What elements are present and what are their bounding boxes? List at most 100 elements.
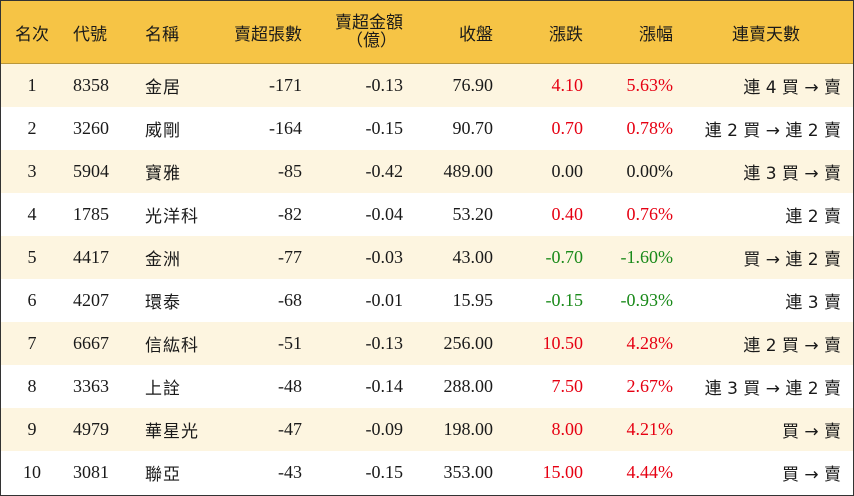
header-pct: 漲幅	[639, 24, 673, 45]
pct-cell: 2.67%	[626, 376, 674, 396]
sell-shares-cell: -43	[278, 462, 302, 482]
rank-cell: 7	[27, 333, 37, 353]
sell-shares-cell: -171	[269, 75, 302, 95]
sell-amount-cell: -0.13	[365, 333, 404, 353]
code-cell: 1785	[73, 204, 109, 224]
sell-shares-cell: -77	[278, 247, 302, 267]
rank-cell: 4	[27, 204, 37, 224]
name-cell: 金洲	[145, 250, 181, 270]
table-row: 6 4207 環泰 -68 -0.01 15.95 -0.15 -0.93% 連 3 賣	[1, 279, 853, 322]
close-cell: 43.00	[452, 247, 494, 267]
pct-cell: 4.21%	[626, 419, 674, 439]
pct-cell: -0.93%	[620, 290, 674, 310]
pct-cell: 0.00%	[626, 161, 674, 181]
days-cell: 連 3 買 → 賣	[743, 164, 841, 184]
sell-amount-cell: -0.13	[365, 75, 404, 95]
code-cell: 3363	[73, 376, 109, 396]
code-cell: 3081	[73, 462, 109, 482]
change-cell: 15.00	[542, 462, 584, 482]
name-cell: 環泰	[145, 293, 181, 313]
name-cell: 威剛	[145, 121, 181, 141]
change-cell: 4.10	[551, 75, 584, 95]
table-row: 4 1785 光洋科 -82 -0.04 53.20 0.40 0.76% 連 2 賣	[1, 193, 853, 236]
code-cell: 4979	[73, 419, 109, 439]
table-row: 8 3363 上詮 -48 -0.14 288.00 7.50 2.67% 連 3 買 → 連 …	[1, 365, 853, 408]
pct-cell: -1.60%	[620, 247, 674, 267]
sell-shares-cell: -48	[278, 376, 302, 396]
table-header: 名次 代號 名稱 賣超張數 賣超金額 （億） 收盤 漲跌 漲幅 連賣天數	[1, 1, 853, 64]
close-cell: 53.20	[452, 204, 494, 224]
close-cell: 256.00	[443, 333, 494, 353]
sell-amount-cell: -0.01	[365, 290, 404, 310]
days-cell: 連 2 買 → 賣	[743, 336, 841, 356]
name-cell: 信紘科	[145, 336, 199, 356]
sell-amount-cell: -0.15	[365, 462, 404, 482]
change-cell: -0.70	[545, 247, 584, 267]
close-cell: 288.00	[443, 376, 494, 396]
close-cell: 353.00	[443, 462, 494, 482]
sell-amount-cell: -0.15	[365, 118, 404, 138]
sell-amount-cell: -0.42	[365, 161, 404, 181]
rank-cell: 9	[27, 419, 37, 439]
table-row: 2 3260 威剛 -164 -0.15 90.70 0.70 0.78% 連 2 買 → 連 …	[1, 107, 853, 150]
days-cell: 連 3 賣	[785, 293, 841, 313]
pct-cell: 0.78%	[626, 118, 674, 138]
close-cell: 90.70	[452, 118, 494, 138]
close-cell: 15.95	[452, 290, 494, 310]
sell-shares-cell: -68	[278, 290, 302, 310]
rank-cell: 2	[27, 118, 37, 138]
code-cell: 5904	[73, 161, 109, 181]
sell-amount-cell: -0.14	[365, 376, 404, 396]
days-cell: 連 2 買 → 連 2 賣	[704, 121, 841, 141]
code-cell: 4207	[73, 290, 109, 310]
close-cell: 198.00	[443, 419, 494, 439]
header-change: 漲跌	[549, 24, 583, 45]
rank-cell: 10	[23, 462, 41, 482]
name-cell: 金居	[145, 78, 181, 98]
change-cell: 0.00	[551, 161, 584, 181]
pct-cell: 0.76%	[626, 204, 674, 224]
code-cell: 4417	[73, 247, 109, 267]
table-row: 7 6667 信紘科 -51 -0.13 256.00 10.50 4.28% 連 2 買 → …	[1, 322, 853, 365]
header-sell-amount-line2: （億）	[346, 31, 397, 51]
sell-amount-cell: -0.09	[365, 419, 404, 439]
name-cell: 上詮	[145, 379, 181, 399]
sell-shares-cell: -85	[278, 161, 302, 181]
sell-shares-cell: -51	[278, 333, 302, 353]
table-row: 10 3081 聯亞 -43 -0.15 353.00 15.00 4.44% 買 → 賣	[1, 451, 853, 494]
header-sell-amount: 賣超金額 （億）	[301, 1, 403, 63]
change-cell: 0.70	[551, 118, 584, 138]
sell-shares-cell: -47	[278, 419, 302, 439]
days-cell: 買 → 賣	[781, 465, 841, 485]
name-cell: 華星光	[145, 422, 199, 442]
pct-cell: 4.28%	[626, 333, 674, 353]
pct-cell: 4.44%	[626, 462, 674, 482]
rank-cell: 5	[27, 247, 37, 267]
sell-shares-cell: -82	[278, 204, 302, 224]
sell-shares-cell: -164	[269, 118, 302, 138]
header-close: 收盤	[459, 24, 493, 45]
header-sell-shares: 賣超張數	[234, 24, 302, 45]
days-cell: 連 3 買 → 連 2 賣	[704, 379, 841, 399]
table-row: 5 4417 金洲 -77 -0.03 43.00 -0.70 -1.60% 買 → 連 2 賣	[1, 236, 853, 279]
header-name: 名稱	[145, 24, 179, 45]
header-code: 代號	[73, 24, 107, 45]
days-cell: 連 4 買 → 賣	[743, 78, 841, 98]
change-cell: 0.40	[551, 204, 584, 224]
rank-cell: 3	[27, 161, 37, 181]
close-cell: 489.00	[443, 161, 494, 181]
change-cell: 8.00	[551, 419, 584, 439]
header-rank: 名次	[15, 24, 49, 45]
code-cell: 3260	[73, 118, 109, 138]
table-row: 3 5904 寶雅 -85 -0.42 489.00 0.00 0.00% 連 3 買 → 賣	[1, 150, 853, 193]
header-days: 連賣天數	[732, 24, 800, 45]
table-row: 9 4979 華星光 -47 -0.09 198.00 8.00 4.21% 買 → 賣	[1, 408, 853, 451]
code-cell: 6667	[73, 333, 109, 353]
name-cell: 聯亞	[145, 465, 181, 485]
rank-cell: 6	[27, 290, 37, 310]
change-cell: -0.15	[545, 290, 584, 310]
pct-cell: 5.63%	[626, 75, 674, 95]
change-cell: 10.50	[542, 333, 584, 353]
header-sell-amount-line1: 賣超金額	[335, 13, 403, 33]
